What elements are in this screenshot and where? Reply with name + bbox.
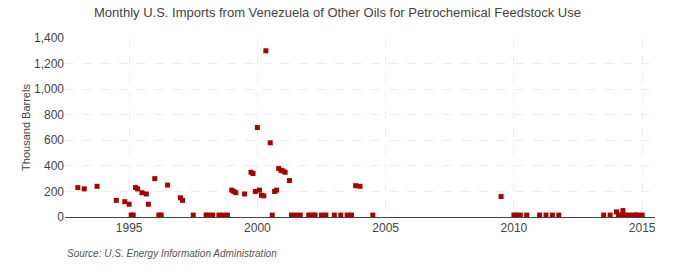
svg-text:600: 600 <box>44 133 64 147</box>
svg-text:1,000: 1,000 <box>34 82 64 96</box>
svg-text:1,200: 1,200 <box>34 57 64 71</box>
svg-text:Source: U.S. Energy Informatio: Source: U.S. Energy Information Administ… <box>67 248 277 259</box>
svg-text:1,400: 1,400 <box>34 31 64 45</box>
svg-text:200: 200 <box>44 185 64 199</box>
svg-text:Monthly U.S. Imports from Vene: Monthly U.S. Imports from Venezuela of O… <box>94 5 581 20</box>
svg-text:2010: 2010 <box>501 221 528 235</box>
svg-text:800: 800 <box>44 108 64 122</box>
svg-text:1995: 1995 <box>116 221 143 235</box>
svg-text:400: 400 <box>44 159 64 173</box>
svg-text:Thousand Barrels: Thousand Barrels <box>20 84 32 171</box>
svg-text:2005: 2005 <box>372 221 399 235</box>
svg-text:0: 0 <box>57 210 64 224</box>
svg-text:2000: 2000 <box>244 221 271 235</box>
svg-text:2015: 2015 <box>629 221 656 235</box>
